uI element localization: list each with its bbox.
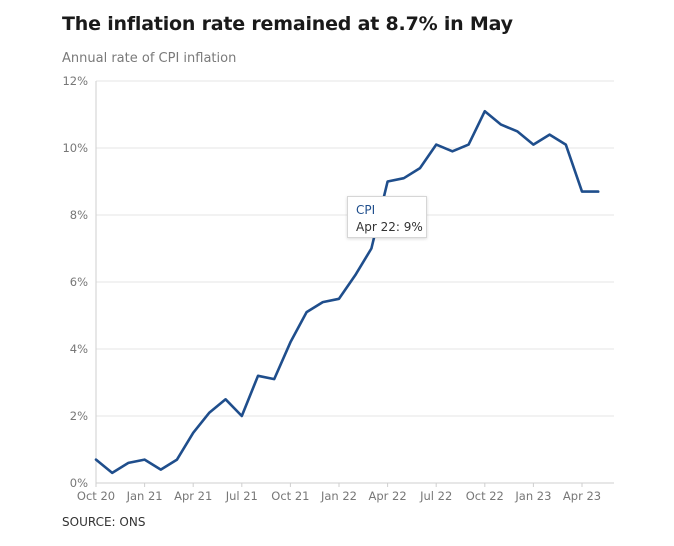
tooltip-value: Apr 22: 9% [356, 220, 423, 234]
x-tick-label: Apr 23 [563, 489, 601, 503]
x-tick-label: Apr 21 [174, 489, 212, 503]
source-note: SOURCE: ONS [62, 515, 146, 529]
data-point[interactable] [336, 296, 342, 302]
data-point[interactable] [547, 132, 553, 138]
data-point[interactable] [125, 460, 131, 466]
data-point[interactable] [255, 373, 261, 379]
grid-lines [95, 80, 614, 484]
y-tick-label: 10% [62, 141, 88, 155]
data-point[interactable] [271, 376, 277, 382]
data-point[interactable] [417, 165, 423, 171]
y-tick-label: 0% [70, 476, 88, 490]
data-point[interactable] [352, 272, 358, 278]
y-tick-label: 6% [70, 275, 88, 289]
x-axis-tick-labels: Oct 20 Jan 21 Apr 21 Jul 21 Oct 21 Jan 22 Apr … [77, 483, 601, 503]
x-tick-label: Jan 21 [126, 489, 163, 503]
data-point[interactable] [563, 142, 569, 148]
y-tick-label: 8% [70, 208, 88, 222]
data-tooltip: CPI Apr 22: 9% [347, 196, 427, 238]
y-tick-label: 4% [70, 342, 88, 356]
x-tick-label: Jul 22 [419, 489, 452, 503]
data-point[interactable] [142, 457, 148, 463]
x-tick-label: Oct 22 [466, 489, 504, 503]
data-point[interactable] [158, 467, 164, 473]
x-tick-label: Oct 20 [77, 489, 115, 503]
data-point[interactable] [466, 142, 472, 148]
y-axis-tick-labels: 0% 2% 4% 6% 8% 10% 12% [62, 74, 88, 490]
data-point[interactable] [93, 457, 99, 463]
x-tick-label: Jan 22 [320, 489, 357, 503]
tooltip-series-name: CPI [356, 203, 376, 217]
x-tick-label: Jul 21 [225, 489, 258, 503]
data-point[interactable] [287, 339, 293, 345]
data-point[interactable] [595, 189, 601, 195]
x-tick-label: Oct 21 [271, 489, 309, 503]
data-point[interactable] [109, 470, 115, 476]
data-point[interactable] [304, 309, 310, 315]
series-line-cpi [94, 109, 600, 475]
data-point[interactable] [482, 108, 488, 114]
data-point[interactable] [223, 396, 229, 402]
data-point[interactable] [239, 413, 245, 419]
data-point[interactable] [401, 175, 407, 181]
data-point[interactable] [498, 122, 504, 128]
x-tick-label: Apr 22 [369, 489, 407, 503]
data-point[interactable] [385, 179, 391, 185]
y-tick-label: 12% [62, 74, 88, 88]
data-point[interactable] [174, 457, 180, 463]
data-point[interactable] [433, 142, 439, 148]
data-point[interactable] [368, 246, 374, 252]
data-point[interactable] [320, 299, 326, 305]
x-tick-label: Jan 23 [514, 489, 551, 503]
data-point[interactable] [530, 142, 536, 148]
chart-subtitle: Annual rate of CPI inflation [62, 51, 237, 66]
series-layer [93, 108, 601, 476]
chart-title: The inflation rate remained at 8.7% in M… [62, 13, 513, 35]
data-point[interactable] [206, 410, 212, 416]
y-tick-label: 2% [70, 409, 88, 423]
data-point[interactable] [514, 128, 520, 134]
data-point[interactable] [190, 430, 196, 436]
data-point[interactable] [449, 148, 455, 154]
data-point[interactable] [579, 189, 585, 195]
